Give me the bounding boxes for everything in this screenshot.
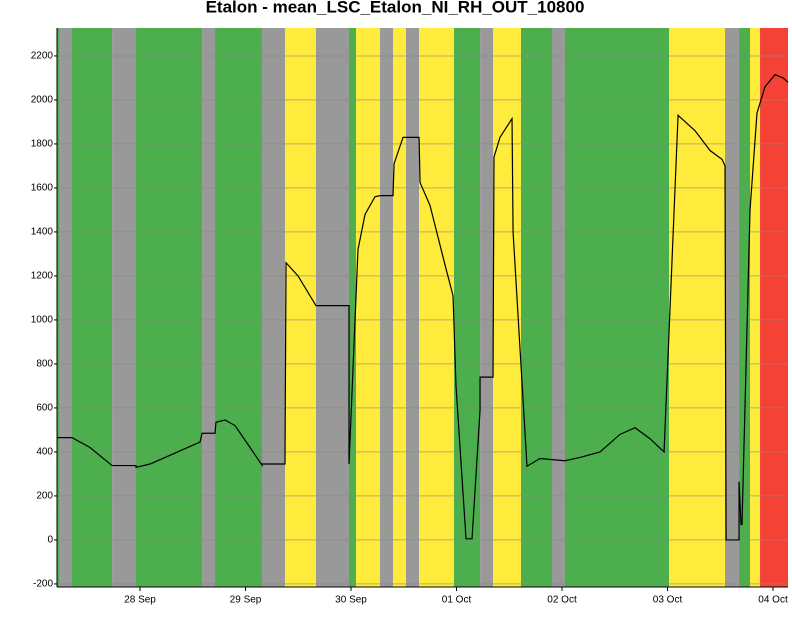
status-band [355, 28, 381, 587]
y-tick-label: 2000 [31, 95, 54, 106]
status-band [215, 28, 262, 587]
status-band [284, 28, 316, 587]
status-band [725, 28, 740, 587]
status-band [112, 28, 137, 587]
status-band [315, 28, 350, 587]
status-band [551, 28, 565, 587]
status-band [59, 28, 72, 587]
x-tick-label: 28 Sep [124, 595, 156, 606]
y-tick-label: -200 [33, 579, 53, 590]
status-band [57, 28, 60, 587]
status-band [419, 28, 454, 587]
y-tick-label: 2200 [31, 51, 54, 62]
status-band [493, 28, 521, 587]
status-band [520, 28, 552, 587]
status-band [380, 28, 394, 587]
status-band [564, 28, 669, 587]
y-tick-label: 800 [36, 359, 53, 370]
status-band [136, 28, 203, 587]
status-band [405, 28, 420, 587]
x-tick-label: 30 Sep [335, 595, 367, 606]
y-tick-label: 1600 [31, 183, 54, 194]
y-tick-label: 1000 [31, 315, 54, 326]
chart-title: Etalon - mean_LSC_Etalon_NI_RH_OUT_10800 [206, 0, 585, 16]
status-band [393, 28, 406, 587]
y-tick-label: 1400 [31, 227, 54, 238]
y-tick-label: 600 [36, 403, 53, 414]
y-tick-label: 1200 [31, 271, 54, 282]
data-line [57, 73, 789, 541]
status-band [71, 28, 113, 587]
x-tick-label: 03 Oct [653, 595, 683, 606]
status-band [668, 28, 726, 587]
status-band [750, 28, 761, 587]
y-tick-label: 400 [36, 447, 53, 458]
status-band [760, 28, 788, 587]
y-tick-label: 0 [47, 535, 53, 546]
status-band [202, 28, 216, 587]
status-band [349, 28, 356, 587]
y-tick-label: 200 [36, 491, 53, 502]
status-band [739, 28, 751, 587]
x-tick-label: 29 Sep [230, 595, 262, 606]
x-tick-label: 04 Oct [758, 595, 788, 606]
x-tick-label: 02 Oct [547, 595, 577, 606]
y-tick-label: 1800 [31, 139, 54, 150]
status-band [261, 28, 285, 587]
x-tick-label: 01 Oct [442, 595, 472, 606]
status-band [480, 28, 494, 587]
status-band [453, 28, 481, 587]
